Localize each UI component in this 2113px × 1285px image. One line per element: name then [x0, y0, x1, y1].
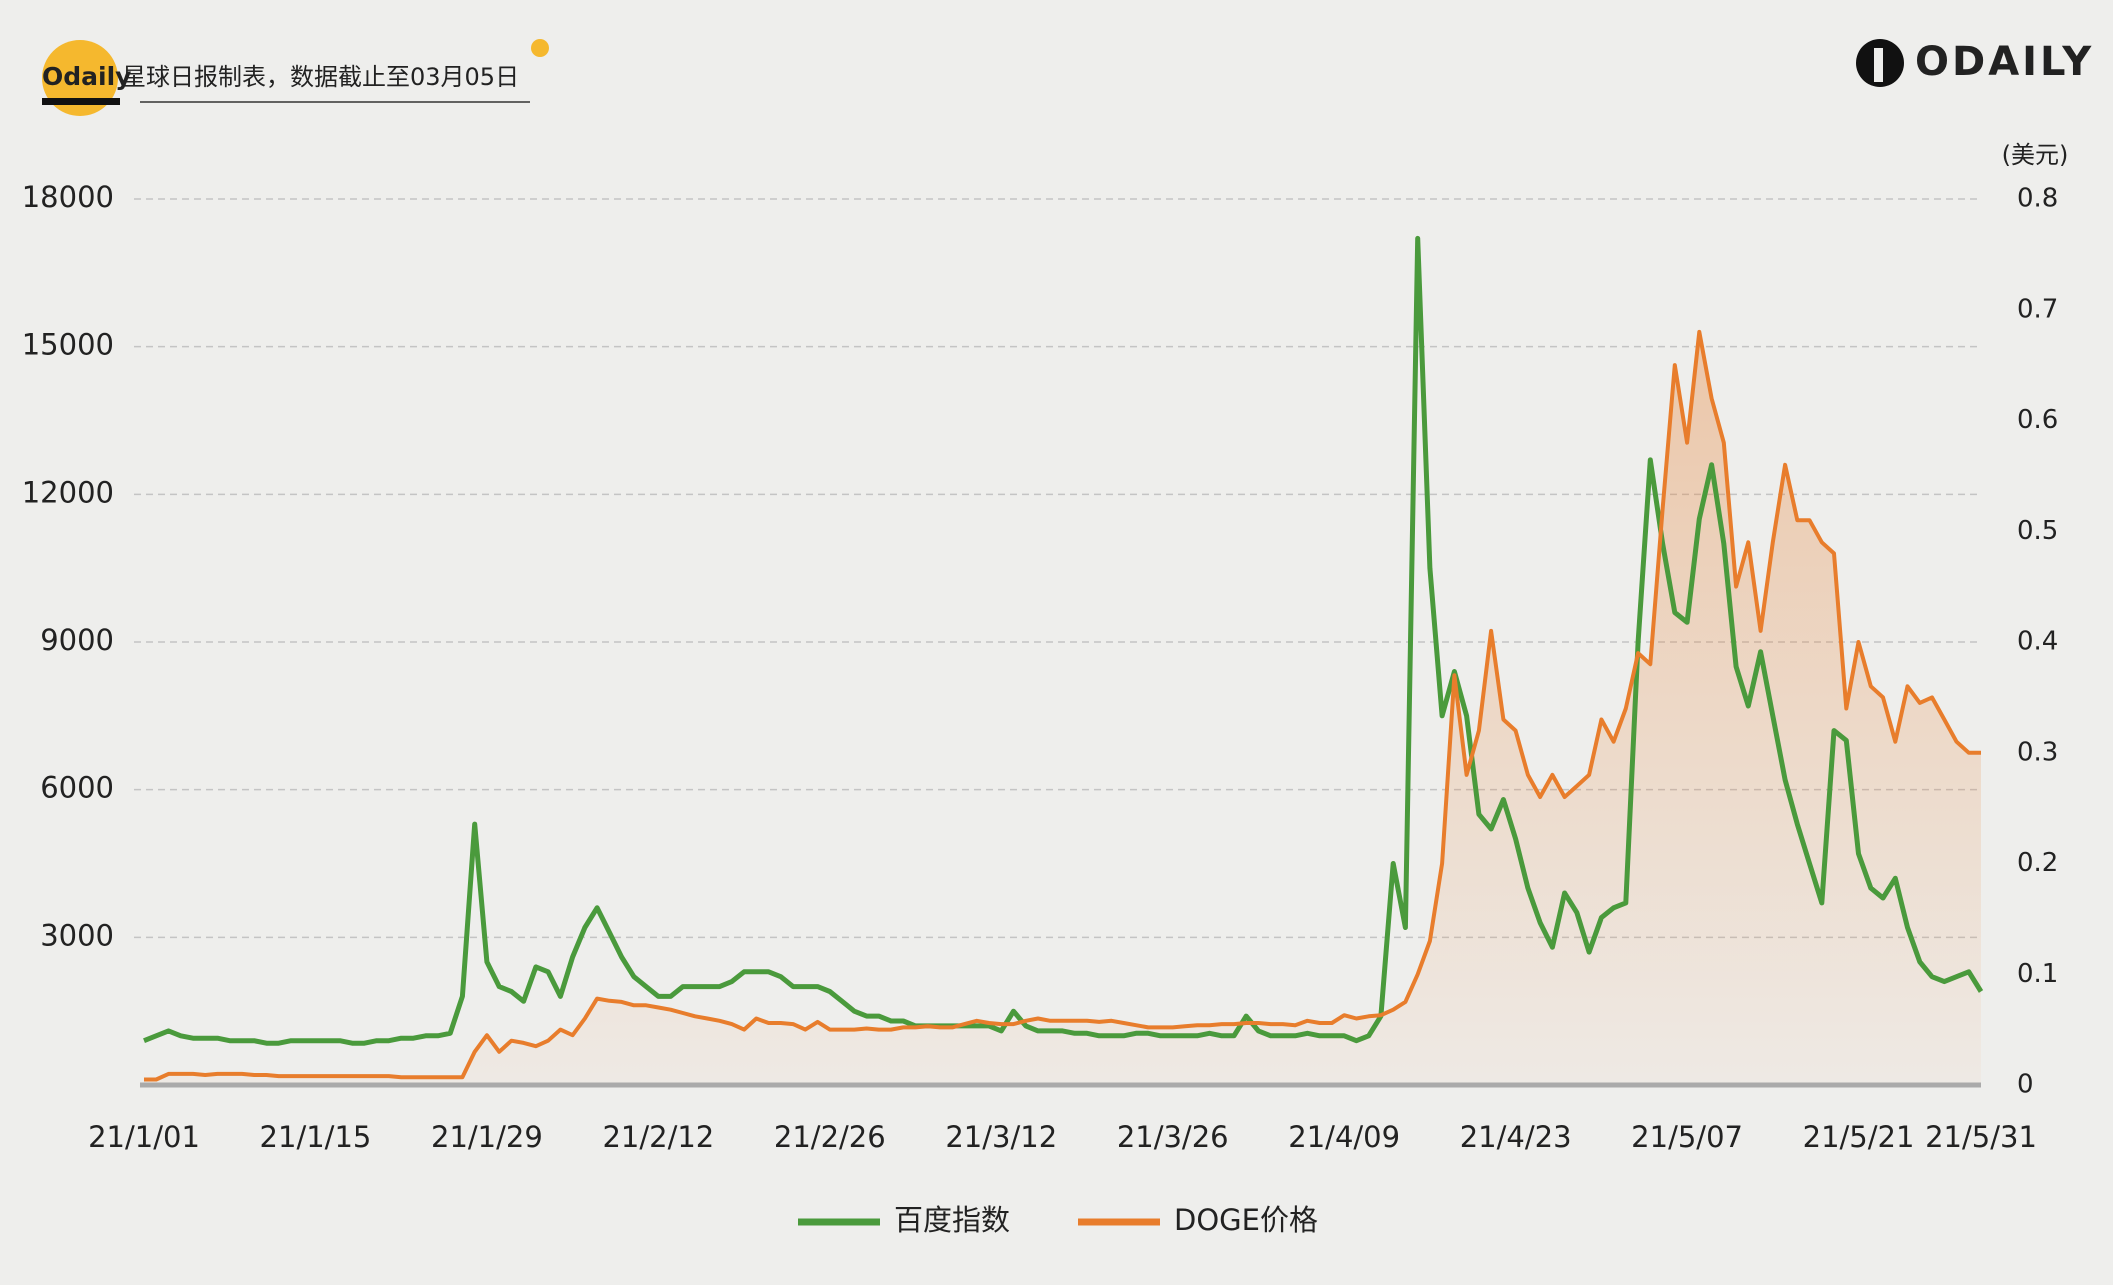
area [144, 331, 1981, 1085]
credit-brand: Odaily [42, 62, 131, 91]
x-tick-label: 21/3/12 [945, 1120, 1057, 1154]
x-tick-label: 21/2/26 [774, 1120, 886, 1154]
logo: ODAILY [1915, 39, 2094, 85]
y2-tick-label: 0.4 [2017, 627, 2058, 657]
x-tick-label: 21/2/12 [602, 1120, 714, 1154]
legend-label: 百度指数 [894, 1203, 1010, 1237]
line [144, 329, 1981, 1082]
x-tick-label: 21/4/09 [1288, 1120, 1400, 1154]
credit-text: 星球日报制表，数据截止至03月05日 [122, 63, 519, 91]
x-tick-label: 21/1/29 [431, 1120, 543, 1154]
y2-tick-label: 0.6 [2017, 405, 2058, 435]
y2-tick-label: 0.1 [2017, 959, 2058, 989]
y-tick-label: 3000 [40, 918, 114, 952]
x-tick-label: 21/4/23 [1460, 1120, 1572, 1154]
x-tick-label: 21/5/07 [1631, 1120, 1743, 1154]
x-tick-label: 21/3/26 [1117, 1120, 1229, 1154]
y-tick-label: 9000 [40, 623, 114, 657]
y-tick-label: 6000 [40, 771, 114, 805]
x-tick-label: 21/1/01 [88, 1120, 200, 1154]
y2-axis-label: (美元) [2002, 141, 2069, 169]
dot [531, 39, 549, 57]
x-tick-label: 21/5/31 [1925, 1120, 2037, 1154]
y2-tick-label: 0.7 [2017, 294, 2058, 324]
badge [42, 40, 118, 116]
y2-tick-label: 0.8 [2017, 184, 2058, 214]
y2-tick-label: 0 [2017, 1070, 2034, 1100]
y-tick-label: 15000 [22, 328, 114, 362]
y2-tick-label: 0.3 [2017, 737, 2058, 767]
line [143, 235, 1984, 1046]
x-tick-label: 21/1/15 [260, 1120, 372, 1154]
y-tick-label: 12000 [22, 475, 114, 509]
underline [42, 98, 120, 105]
x-tick-label: 21/5/21 [1803, 1120, 1915, 1154]
logo-mark-cut [1874, 48, 1883, 82]
y-tick-label: 18000 [22, 180, 114, 214]
y2-tick-label: 0.5 [2017, 516, 2058, 546]
y2-tick-label: 0.2 [2017, 848, 2058, 878]
legend-label: DOGE价格 [1174, 1203, 1318, 1237]
